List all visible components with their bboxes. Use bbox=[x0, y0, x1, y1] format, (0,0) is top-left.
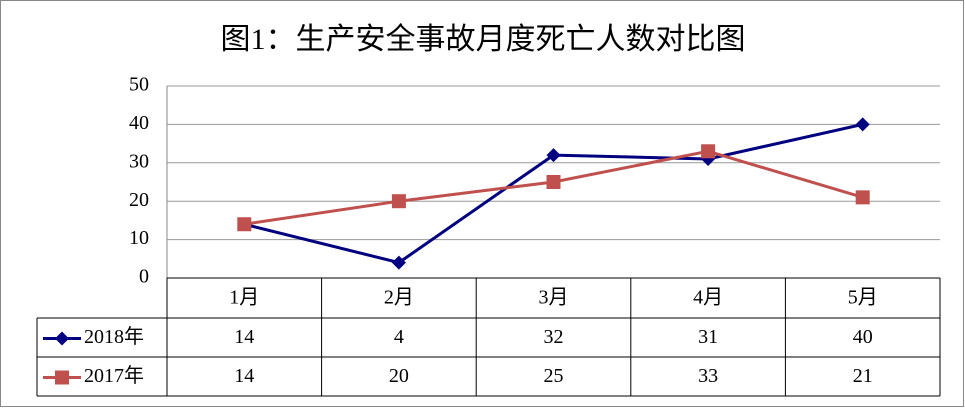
table-value: 25 bbox=[544, 365, 564, 387]
y-tick-label: 20 bbox=[129, 189, 149, 211]
data-point bbox=[546, 148, 561, 163]
data-point bbox=[701, 144, 716, 159]
x-tick-label: 4月 bbox=[693, 287, 723, 309]
y-tick-label: 0 bbox=[139, 266, 149, 288]
y-tick-label: 10 bbox=[129, 227, 149, 249]
data-point bbox=[391, 255, 406, 270]
table-value: 32 bbox=[544, 326, 564, 348]
chart-title: 图1：生产安全事故月度死亡人数对比图 bbox=[221, 23, 746, 56]
x-tick-label: 1月 bbox=[229, 287, 259, 309]
table-value: 31 bbox=[698, 326, 718, 348]
table-value: 21 bbox=[853, 365, 873, 387]
x-tick-label: 5月 bbox=[848, 287, 878, 309]
data-point bbox=[237, 217, 252, 232]
y-tick-label: 30 bbox=[129, 150, 149, 172]
table-value: 14 bbox=[234, 326, 254, 348]
y-tick-label: 40 bbox=[129, 112, 149, 134]
legend-marker bbox=[55, 331, 69, 346]
x-tick-label: 2月 bbox=[384, 287, 414, 309]
legend-label: 2017年 bbox=[84, 364, 144, 387]
data-point bbox=[855, 190, 870, 205]
table-value: 40 bbox=[853, 326, 873, 348]
table-value: 14 bbox=[234, 365, 254, 387]
legend-label: 2018年 bbox=[84, 325, 144, 348]
data-point bbox=[855, 117, 870, 132]
y-tick-label: 50 bbox=[129, 74, 149, 96]
data-point bbox=[391, 194, 406, 209]
legend-marker bbox=[55, 370, 69, 385]
table-value: 4 bbox=[394, 326, 404, 348]
data-point bbox=[546, 175, 561, 189]
x-tick-label: 3月 bbox=[539, 287, 569, 309]
table-value: 20 bbox=[389, 365, 409, 387]
table-value: 33 bbox=[698, 365, 718, 387]
